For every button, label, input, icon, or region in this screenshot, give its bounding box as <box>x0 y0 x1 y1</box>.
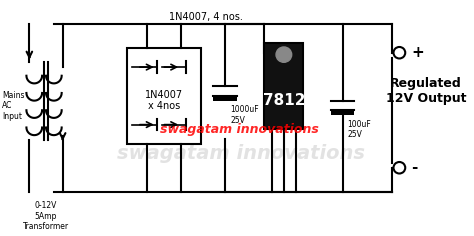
Text: swagatam innovations: swagatam innovations <box>118 144 365 163</box>
Circle shape <box>393 162 405 173</box>
Text: 100uF
25V: 100uF 25V <box>347 120 371 139</box>
Bar <box>331 110 355 115</box>
Bar <box>213 96 237 101</box>
Text: swagatam innovations: swagatam innovations <box>160 123 319 136</box>
Text: 1N4007
x 4nos: 1N4007 x 4nos <box>145 90 183 111</box>
Text: Mains
AC
Input: Mains AC Input <box>2 91 25 121</box>
Circle shape <box>276 47 292 62</box>
Text: 7812: 7812 <box>263 93 305 108</box>
Text: -: - <box>411 160 418 175</box>
Text: 1N4007, 4 nos.: 1N4007, 4 nos. <box>169 12 243 21</box>
Bar <box>264 43 303 129</box>
Circle shape <box>393 47 405 59</box>
Text: Regulated
12V Output: Regulated 12V Output <box>385 77 466 105</box>
Text: 1000uF
25V: 1000uF 25V <box>230 105 259 125</box>
Bar <box>127 48 201 144</box>
Text: 0-12V
5Amp
Transformer: 0-12V 5Amp Transformer <box>23 201 69 231</box>
Text: +: + <box>411 45 424 60</box>
